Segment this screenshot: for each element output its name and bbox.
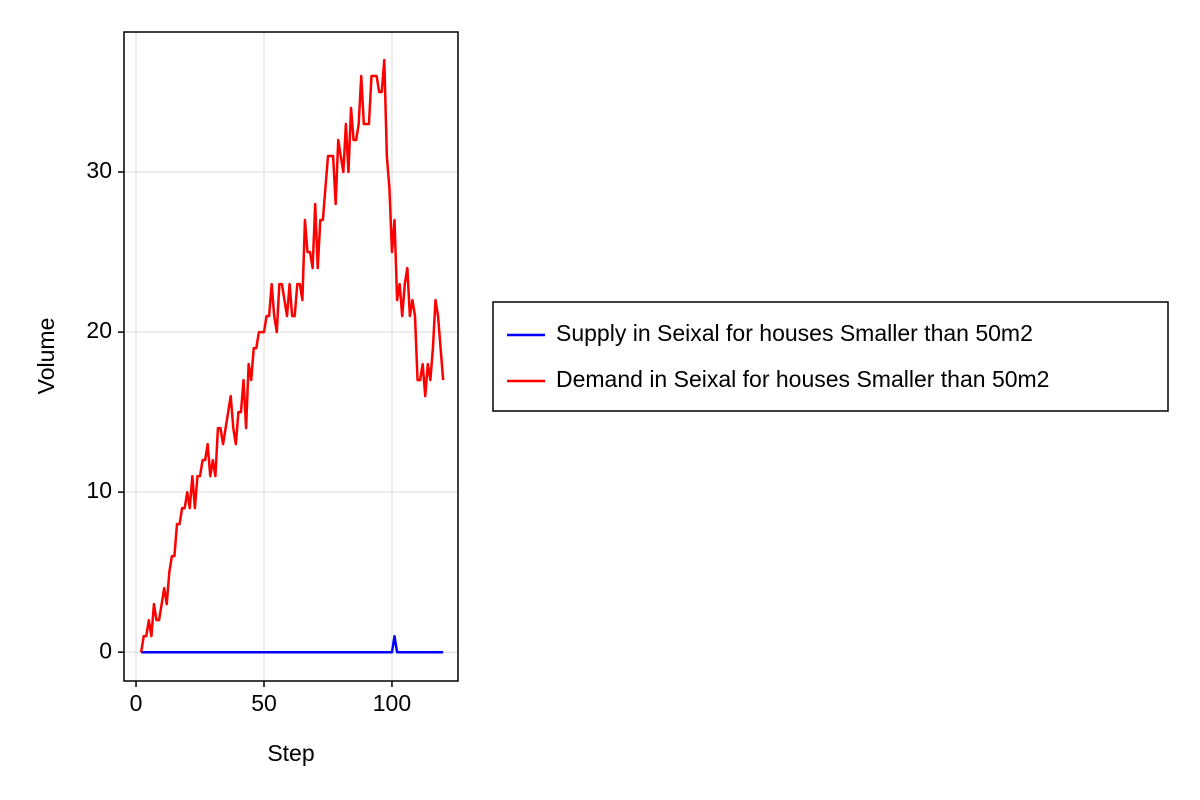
legend-label: Supply in Seixal for houses Smaller than… xyxy=(556,320,1033,346)
y-tick-label: 10 xyxy=(86,477,112,503)
y-tick-label: 30 xyxy=(86,157,112,183)
x-tick-label: 50 xyxy=(251,690,277,716)
plot-frame xyxy=(123,31,459,682)
data-line xyxy=(139,58,445,653)
legend-box xyxy=(492,301,1169,412)
x-tick-label: 100 xyxy=(373,690,411,716)
y-tick-label: 0 xyxy=(99,637,112,663)
y-tick-label: 20 xyxy=(86,317,112,343)
legend-label: Demand in Seixal for houses Smaller than… xyxy=(556,366,1049,392)
x-axis-label: Step xyxy=(267,740,314,766)
x-tick-label: 0 xyxy=(130,690,143,716)
y-axis-label: Volume xyxy=(33,318,59,395)
data-line xyxy=(141,634,444,654)
